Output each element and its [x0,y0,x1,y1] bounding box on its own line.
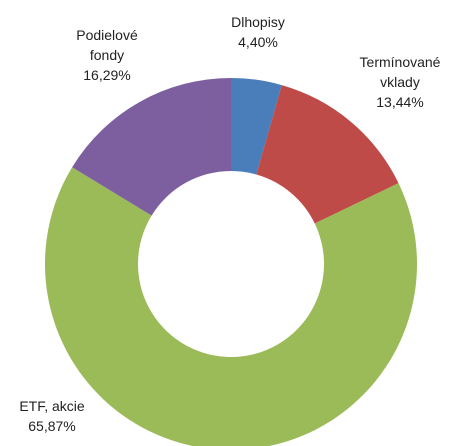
donut-segment [231,78,282,175]
data-label: Podielové fondy 16,29% [62,25,152,85]
category-label: Podielové fondy [76,27,138,63]
value-label: 13,44% [376,94,424,110]
donut-segment [256,85,399,224]
value-label: 65,87% [28,418,76,434]
data-label: Dlhopisy 4,40% [208,12,308,52]
data-label: ETF, akcie 65,87% [2,396,102,436]
category-label: Termínované vklady [359,54,441,90]
value-label: 16,29% [83,67,131,83]
donut-segment [44,167,417,446]
value-label: 4,40% [238,34,278,50]
category-label: Dlhopisy [231,14,285,30]
category-label: ETF, akcie [19,398,85,414]
data-label: Termínované vklady 13,44% [350,52,450,112]
donut-segment [72,77,231,216]
